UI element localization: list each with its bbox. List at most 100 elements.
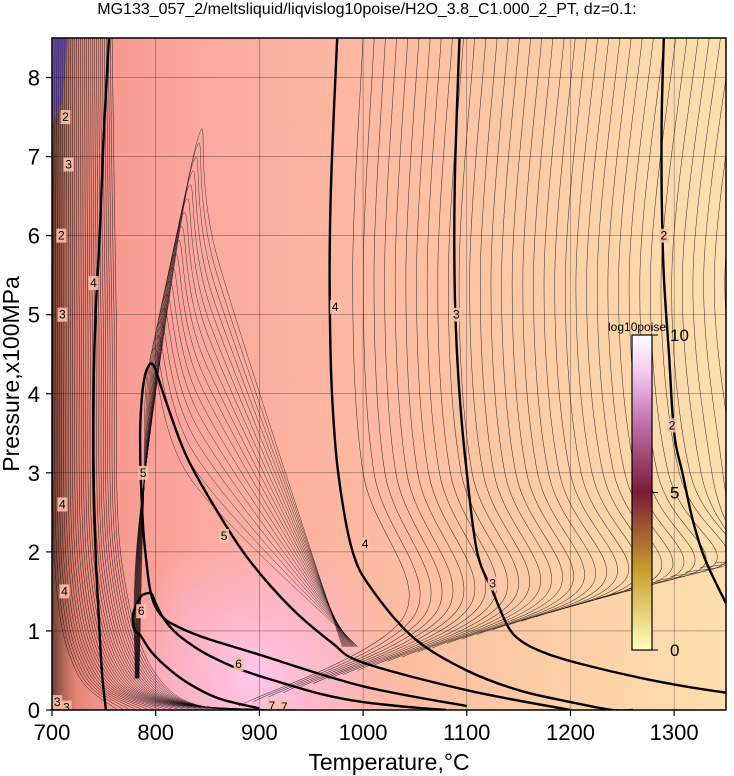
x-tick-label: 1200	[546, 720, 595, 745]
contour-label: 2	[58, 229, 65, 243]
minor-contour	[74, 38, 181, 710]
contour-label-bg	[330, 299, 341, 314]
minor-contour	[402, 38, 530, 658]
contour-label-bg	[57, 497, 68, 512]
minor-contour	[134, 170, 346, 679]
contour-label-bg	[658, 228, 669, 243]
minor-contour	[107, 38, 287, 710]
plot-frame	[51, 37, 727, 711]
minor-contour	[521, 38, 618, 622]
heatmap-purple-corner	[52, 38, 68, 125]
y-tick-label: 4	[28, 382, 40, 407]
minor-contour	[268, 38, 432, 698]
contour-label: 2	[660, 229, 667, 243]
minor-contour	[650, 38, 718, 582]
minor-contour	[135, 184, 347, 679]
contour-label-bg	[88, 276, 99, 291]
minor-contour	[387, 38, 519, 662]
contour-label: 6	[235, 657, 242, 671]
contour-label: 7	[281, 700, 288, 714]
minor-contour	[137, 308, 355, 679]
minor-contour	[61, 38, 143, 710]
minor-contour	[298, 38, 454, 689]
minor-contour	[137, 294, 354, 679]
minor-contour	[96, 38, 249, 710]
minor-contour	[595, 38, 674, 600]
colorbar-gradient	[631, 334, 653, 651]
contour-label: 7	[268, 699, 275, 713]
contour-label-bg	[360, 536, 371, 551]
contour-label-bg	[56, 228, 67, 243]
minor-contour	[138, 335, 357, 679]
contour-line-3	[453, 38, 726, 694]
x-axis: 700 800 900 1000 1100 1200 1300	[34, 710, 699, 745]
minor-contour	[94, 38, 243, 710]
minor-contour	[682, 38, 726, 569]
contour-label: 2	[669, 418, 676, 432]
colorbar-ticks: 0 5 10	[652, 326, 689, 660]
contour-label: 4	[59, 497, 66, 511]
chart-title: MG133_057_2/meltsliquid/liqvislog10poise…	[97, 1, 637, 18]
contour-label: 3	[65, 157, 72, 171]
x-tick-label: 900	[241, 720, 278, 745]
contour-label-bg	[59, 584, 70, 599]
minor-contour	[476, 38, 585, 635]
colorbar-tick-label: 10	[670, 326, 689, 345]
minor-contour	[98, 38, 256, 710]
contour-label-bg	[233, 657, 244, 672]
colorbar-title: log10poise	[608, 320, 666, 334]
contour-label: 3	[54, 695, 61, 709]
contour-label-bg	[63, 157, 74, 172]
minor-contour	[54, 38, 124, 710]
contour-label-bg	[219, 529, 230, 544]
contour-label: 3	[59, 308, 66, 322]
minor-contour	[82, 38, 205, 710]
contour-label-bg	[52, 695, 63, 710]
contour-label: 5	[221, 529, 228, 543]
minor-contour	[88, 38, 224, 710]
colorbar: log10poise 0 5 10	[608, 320, 689, 660]
minor-contour	[137, 267, 352, 679]
x-tick-label: 1300	[650, 720, 699, 745]
colorbar-tick-label: 0	[670, 641, 679, 660]
y-tick-label: 2	[28, 540, 40, 565]
minor-contour	[78, 38, 193, 710]
minor-contour	[580, 38, 663, 604]
major-contours	[92, 38, 726, 710]
x-tick-label: 1100	[443, 720, 490, 745]
minor-contour	[56, 38, 130, 710]
minor-contour	[137, 281, 353, 679]
minor-contour	[461, 38, 574, 640]
y-tick-label: 7	[28, 145, 40, 170]
minor-contour	[52, 38, 118, 710]
x-tick-label: 700	[34, 720, 71, 745]
minor-contour	[703, 75, 726, 498]
y-tick-label: 1	[28, 619, 40, 644]
minor-contour	[109, 38, 293, 710]
minor-contour	[72, 38, 174, 710]
minor-contour	[63, 38, 149, 710]
y-axis: 0 1 2 3 4 5 6 7 8	[28, 66, 52, 723]
y-tick-label: 5	[28, 303, 40, 328]
minor-contour	[80, 38, 199, 710]
contour-label: 4	[90, 276, 97, 290]
y-axis-title: Pressure,x100MPa	[0, 276, 24, 472]
contour-label: 3	[453, 308, 460, 322]
minor-contour	[671, 38, 726, 573]
x-tick-label: 1000	[339, 720, 388, 745]
contour-label: 4	[61, 584, 68, 598]
contour-label-bg	[60, 110, 71, 125]
minor-contour	[104, 38, 274, 710]
contour-label-bg	[451, 307, 462, 322]
minor-contour	[65, 38, 156, 710]
minor-contour	[446, 38, 563, 644]
minor-contour	[283, 38, 443, 693]
x-tick-label: 800	[137, 720, 174, 745]
grid	[52, 38, 726, 710]
contour-label-bg	[667, 418, 678, 433]
minor-contour	[610, 38, 685, 595]
minor-contour	[67, 38, 162, 710]
minor-contour	[136, 239, 350, 679]
